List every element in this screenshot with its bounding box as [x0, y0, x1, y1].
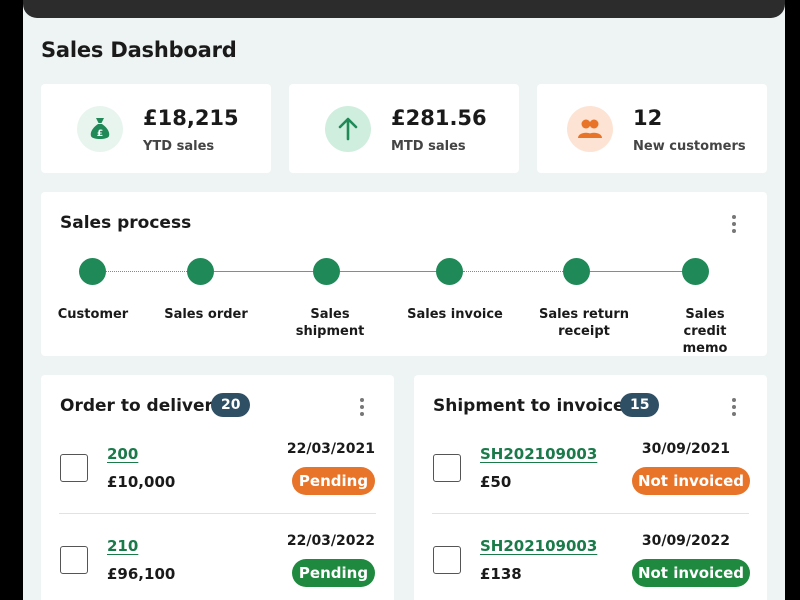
- status-badge: Pending: [292, 559, 375, 587]
- row-amount: £50: [480, 473, 512, 491]
- row-checkbox[interactable]: [60, 454, 88, 482]
- sales-process-card: Sales process Customer Sales order Sales…: [41, 192, 767, 356]
- kpi-card-ytd-sales[interactable]: £ £18,215 YTD sales: [41, 84, 271, 173]
- order-to-deliver-card: Order to deliver 20 200 £10,000 22/03/20…: [41, 375, 394, 600]
- money-bag-icon: £: [77, 106, 123, 152]
- count-badge: 15: [620, 393, 660, 417]
- kpi-card-new-customers[interactable]: 12 New customers: [537, 84, 767, 173]
- kpi-value: £281.56: [391, 106, 487, 130]
- count-badge: 20: [211, 393, 251, 417]
- arrow-up-icon: [325, 106, 371, 152]
- connector-dotted: [463, 271, 577, 272]
- status-badge: Not invoiced: [632, 467, 750, 495]
- row-checkbox[interactable]: [433, 454, 461, 482]
- row-checkbox[interactable]: [433, 546, 461, 574]
- row-date: 30/09/2022: [641, 533, 730, 549]
- page-title: Sales Dashboard: [41, 38, 237, 62]
- step-label: Sales credit memo: [682, 307, 728, 356]
- step-dot-sales-credit-memo[interactable]: [682, 258, 709, 285]
- row-date: 22/03/2022: [286, 533, 375, 549]
- step-dot-sales-return-receipt[interactable]: [563, 258, 590, 285]
- row-checkbox[interactable]: [60, 546, 88, 574]
- list-item: 200 £10,000 22/03/2021 Pending: [41, 435, 394, 527]
- connector-solid: [340, 271, 450, 272]
- more-options-icon[interactable]: [352, 395, 372, 419]
- step-dot-sales-shipment[interactable]: [313, 258, 340, 285]
- card-title: Sales process: [60, 213, 192, 233]
- step-dot-customer[interactable]: [79, 258, 106, 285]
- step-dot-sales-order[interactable]: [187, 258, 214, 285]
- row-date: 22/03/2021: [286, 441, 375, 457]
- row-amount: £10,000: [107, 473, 176, 491]
- kpi-card-mtd-sales[interactable]: £281.56 MTD sales: [289, 84, 519, 173]
- step-label: Sales shipment: [295, 307, 365, 339]
- step-dot-sales-invoice[interactable]: [436, 258, 463, 285]
- list-item: 210 £96,100 22/03/2022 Pending: [41, 527, 394, 600]
- order-link[interactable]: 210: [107, 537, 139, 555]
- shipment-to-invoice-card: Shipment to invoice 15 SH202109003 £50 3…: [414, 375, 767, 600]
- svg-text:£: £: [97, 129, 103, 139]
- divider: [432, 513, 749, 514]
- kpi-label: YTD sales: [143, 139, 215, 154]
- kpi-label: New customers: [633, 139, 746, 154]
- card-title: Order to deliver: [60, 396, 213, 416]
- users-icon: [567, 106, 613, 152]
- divider: [59, 513, 376, 514]
- list-item: SH202109003 £138 30/09/2022 Not invoiced: [414, 527, 767, 600]
- kpi-value: 12: [633, 106, 663, 130]
- status-badge: Not invoiced: [632, 559, 750, 587]
- step-label: Sales return receipt: [538, 307, 630, 339]
- shipment-link[interactable]: SH202109003: [480, 537, 598, 555]
- kpi-label: MTD sales: [391, 139, 466, 154]
- card-title: Shipment to invoice: [433, 396, 625, 416]
- connector-solid: [590, 271, 696, 272]
- dashboard-frame: Sales Dashboard £ £18,215 YTD sales £281…: [23, 0, 785, 600]
- row-date: 30/09/2021: [641, 441, 730, 457]
- step-label: Sales order: [164, 307, 248, 322]
- order-link[interactable]: 200: [107, 445, 139, 463]
- connector-solid: [214, 271, 327, 272]
- list-item: SH202109003 £50 30/09/2021 Not invoiced: [414, 435, 767, 527]
- row-amount: £96,100: [107, 565, 176, 583]
- status-badge: Pending: [292, 467, 375, 495]
- more-options-icon[interactable]: [724, 395, 744, 419]
- connector-dotted: [106, 271, 201, 272]
- more-options-icon[interactable]: [724, 212, 744, 236]
- shipment-link[interactable]: SH202109003: [480, 445, 598, 463]
- kpi-value: £18,215: [143, 106, 239, 130]
- step-label: Customer: [57, 307, 129, 322]
- step-label: Sales invoice: [407, 307, 503, 322]
- row-amount: £138: [480, 565, 522, 583]
- top-bar: [23, 0, 785, 18]
